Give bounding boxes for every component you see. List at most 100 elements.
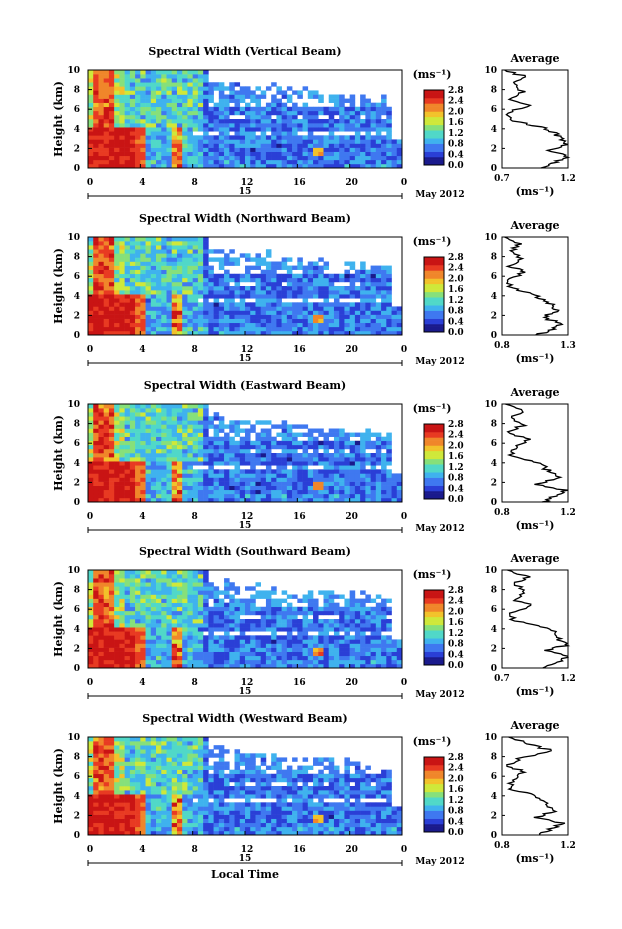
heatmap-cell (213, 281, 220, 287)
heatmap-cell (213, 586, 220, 591)
heatmap-cell (98, 281, 104, 287)
heatmap-cell (166, 432, 173, 437)
y-tick-label: 6 (74, 439, 80, 449)
heatmap-cell (292, 322, 298, 328)
heatmap-cell (135, 570, 141, 575)
heatmap-cell (176, 135, 183, 140)
average-x-tick-label: 0.7 (494, 674, 510, 684)
heatmap-cell (260, 655, 267, 661)
heatmap-cell (313, 294, 319, 299)
heatmap-cell (114, 428, 120, 433)
colorbar-tick-label: 1.6 (448, 452, 464, 462)
heatmap-cell (203, 102, 209, 108)
heatmap-cell (119, 623, 125, 628)
heatmap-cell (250, 602, 256, 608)
heatmap-cell (302, 151, 309, 157)
heatmap-cell (302, 465, 309, 470)
heatmap-cell (245, 326, 251, 332)
heatmap-cell (187, 432, 193, 437)
heatmap-cell (250, 647, 256, 652)
heatmap-cell (161, 473, 167, 478)
heatmap-cell (114, 416, 120, 421)
heatmap-cell (119, 86, 125, 91)
heatmap-cell (150, 74, 157, 79)
heatmap-cell (93, 257, 99, 262)
heatmap-cell (145, 302, 152, 307)
heatmap-cell (129, 86, 136, 91)
heatmap-cell (386, 306, 392, 311)
heatmap-cell (150, 302, 157, 307)
heatmap-cell (171, 273, 178, 279)
heatmap-cell (208, 98, 214, 103)
colorbar-unit: (ms⁻¹) (413, 568, 452, 581)
heatmap-cell (276, 643, 282, 648)
heatmap-cell (98, 582, 104, 587)
heatmap-cell (375, 286, 382, 291)
heatmap-cell (286, 290, 293, 295)
heatmap-cell (292, 639, 298, 644)
heatmap-cell (166, 326, 173, 332)
heatmap-cell (108, 428, 115, 433)
heatmap-cell (344, 647, 350, 652)
heatmap-cell (103, 489, 110, 495)
colorbar-tick-label: 0.0 (448, 495, 464, 505)
heatmap-cell (224, 143, 230, 148)
heatmap-cell (140, 473, 146, 478)
heatmap-cell (103, 627, 110, 632)
heatmap-cell (98, 159, 104, 165)
heatmap-cell (108, 110, 115, 116)
heatmap-cell (286, 663, 293, 669)
heatmap-cell (360, 143, 366, 148)
heatmap-cell (265, 655, 272, 661)
heatmap-cell (145, 127, 152, 132)
heatmap-cell (313, 436, 319, 442)
heatmap-cell (276, 277, 282, 283)
heatmap-cell (370, 273, 377, 279)
heatmap-cell (88, 82, 94, 87)
heatmap-cell (161, 127, 167, 132)
heatmap-cell (396, 647, 403, 652)
heatmap-cell (255, 277, 261, 283)
heatmap-cell (140, 497, 146, 503)
heatmap-cell (166, 619, 173, 624)
heatmap-cell (302, 594, 309, 599)
heatmap-cell (375, 119, 382, 124)
heatmap-cell (250, 465, 256, 470)
heatmap-cell (297, 610, 303, 616)
heatmap-cell (354, 302, 361, 307)
heatmap-cell (192, 110, 199, 116)
heatmap-cell (271, 614, 277, 620)
heatmap-cell (171, 86, 178, 91)
heatmap-cell (229, 286, 235, 291)
heatmap-cell (307, 497, 314, 503)
heatmap-cell (140, 659, 146, 665)
heatmap-cell (182, 102, 188, 108)
heatmap-cell (354, 663, 361, 669)
heatmap-cell (339, 436, 345, 442)
heatmap-cell (192, 94, 199, 99)
heatmap-cell (98, 428, 104, 433)
heatmap-cell (297, 659, 303, 665)
heatmap-cell (135, 322, 141, 328)
heatmap-cell (114, 477, 120, 482)
colorbar-tick-label: 0.4 (448, 150, 464, 160)
heatmap-cell (103, 610, 110, 616)
heatmap-cell (145, 586, 152, 591)
colorbar-segment (424, 469, 444, 473)
heatmap-cell (150, 159, 157, 165)
heatmap-cell (192, 412, 199, 417)
heatmap-cell (208, 314, 214, 319)
heatmap-cell (203, 114, 209, 120)
heatmap-cell (187, 635, 193, 640)
heatmap-cell (203, 86, 209, 91)
heatmap-cell (88, 94, 94, 99)
heatmap-cell (88, 448, 94, 454)
heatmap-cell (197, 322, 204, 328)
heatmap-cell (323, 619, 330, 624)
heatmap-cell (208, 318, 214, 324)
heatmap-cell (124, 643, 131, 648)
heatmap-cell (276, 98, 282, 103)
heatmap-cell (245, 461, 251, 466)
heatmap-cell (150, 322, 157, 328)
heatmap-cell (245, 643, 251, 648)
